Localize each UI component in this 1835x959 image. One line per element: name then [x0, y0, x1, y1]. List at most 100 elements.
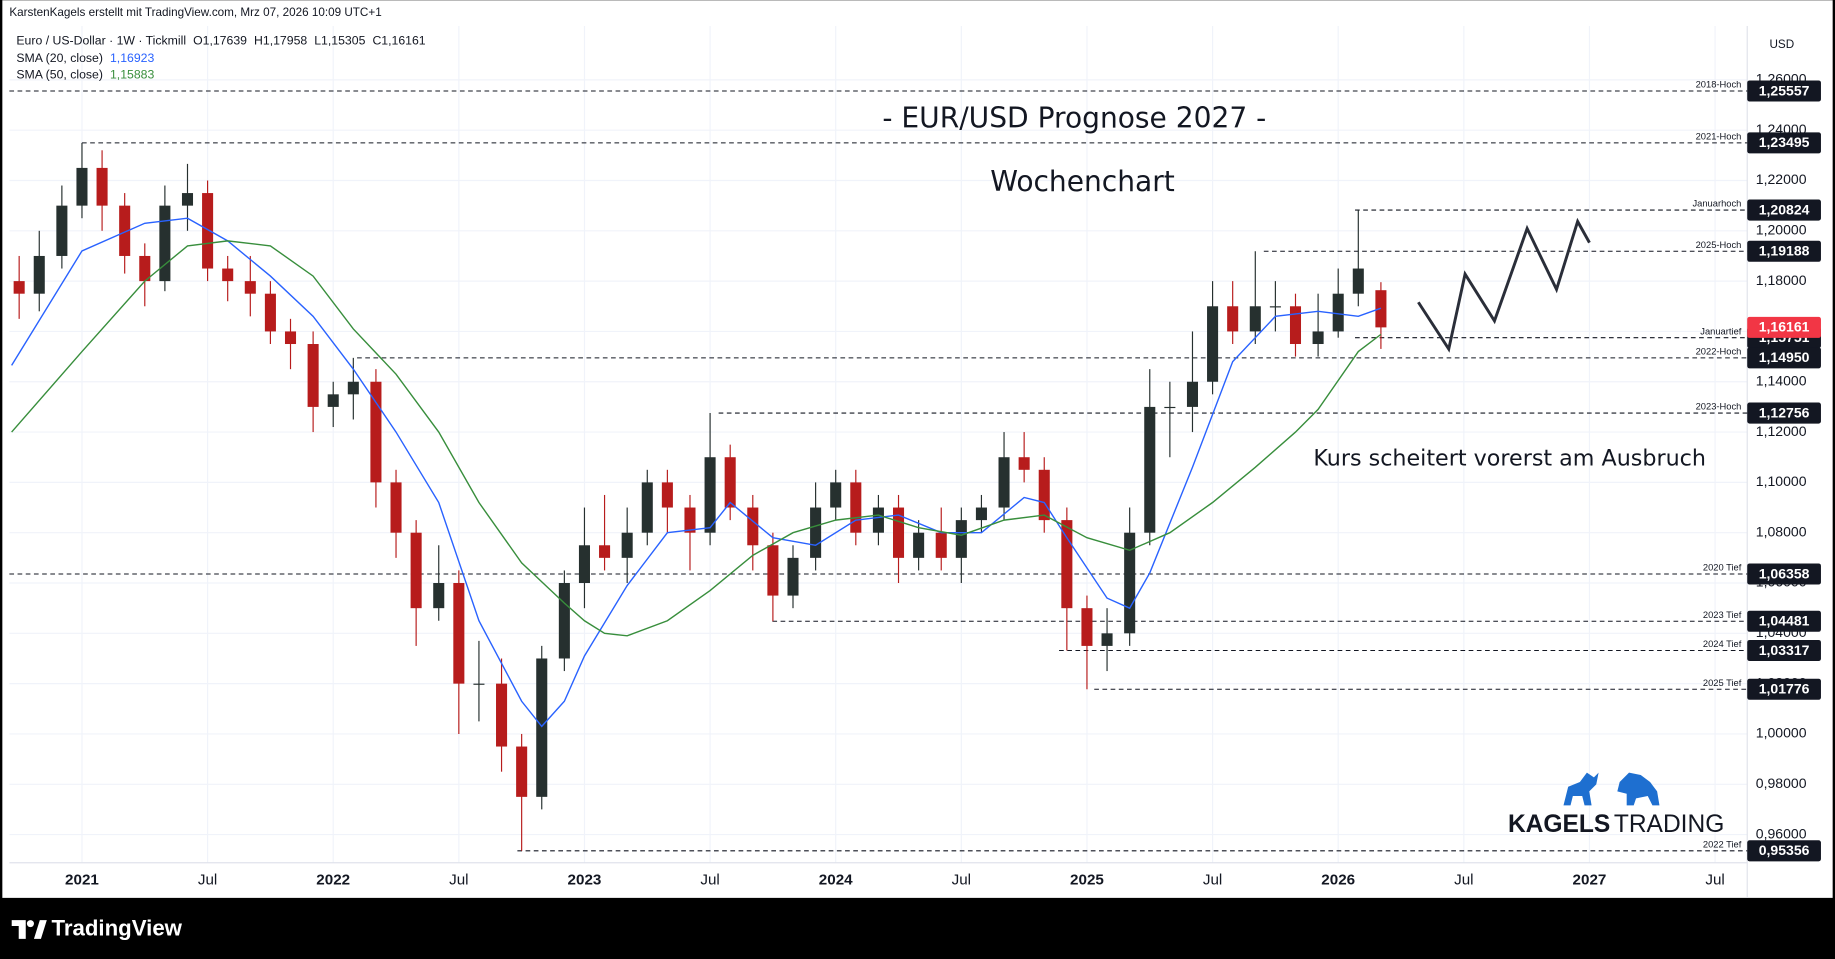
candle-body	[33, 255, 45, 294]
sma-line	[11, 217, 1382, 728]
level-label: Januartief	[1700, 326, 1742, 336]
level-price-box	[1747, 80, 1821, 102]
sma-line	[11, 240, 1382, 637]
candle-body	[1018, 457, 1030, 470]
candle-body	[704, 457, 716, 533]
candle-body	[181, 193, 194, 206]
candle-body	[558, 583, 570, 659]
candle-body	[641, 482, 653, 533]
forecast-line	[1417, 217, 1591, 353]
level-price-box	[1747, 840, 1821, 862]
candle-body	[307, 344, 319, 407]
candle-body	[139, 255, 151, 282]
candle-body	[453, 583, 465, 684]
level-price-box	[1747, 402, 1821, 424]
level-price-box	[1747, 678, 1821, 700]
candle-body	[661, 482, 673, 508]
candle-body	[56, 205, 68, 256]
level-label: 2024 Tief	[1703, 639, 1742, 649]
level-price-box	[1747, 610, 1821, 632]
ohlc-value: O1,17639	[193, 33, 247, 47]
level-label: 2025 Tief	[1703, 678, 1742, 688]
candle-body	[1352, 268, 1364, 294]
legend-value: 1,15883	[110, 67, 155, 81]
current-price-box-label: 1,16161	[1759, 319, 1810, 335]
y-tick-label: 1,18000	[1756, 272, 1807, 288]
level-label: 2023-Hoch	[1696, 402, 1742, 412]
title: - EUR/USD Prognose 2027 -	[882, 102, 1266, 135]
candle-body	[913, 532, 925, 558]
level-label: 2023 Tief	[1703, 610, 1742, 620]
level-price-box-label: 1,06358	[1759, 565, 1810, 581]
candle-body	[76, 167, 88, 206]
x-tick-label: Jul	[198, 871, 217, 888]
level-label: Januarhoch	[1692, 199, 1741, 209]
candle-body	[935, 532, 947, 558]
canvas	[2, 0, 1833, 898]
legend-name: SMA (50, close)	[16, 67, 103, 81]
candle-body	[13, 281, 25, 294]
candle-body	[1249, 306, 1261, 332]
brand-icon	[11, 920, 47, 939]
level-price-box	[1747, 240, 1821, 262]
y-tick-label: 0,98000	[1756, 775, 1807, 791]
level-price-box	[1747, 199, 1821, 221]
candle-body	[433, 583, 445, 609]
x-tick-label: Jul	[1705, 871, 1724, 888]
y-tick-label: 1,12000	[1756, 423, 1807, 439]
x-tick-label: Jul	[952, 871, 971, 888]
level-price-box-label: 1,12756	[1759, 404, 1810, 420]
x-tick-label: Jul	[449, 871, 468, 888]
level-label: 2021-Hoch	[1696, 131, 1742, 141]
level-price-box-label: 1,23495	[1759, 134, 1810, 150]
candle-body	[202, 193, 214, 269]
x-tick-label: 2025	[1070, 871, 1104, 888]
level-price-box-label: 1,01776	[1759, 681, 1810, 697]
level-price-box	[1747, 132, 1821, 154]
level-label: 2018-Hoch	[1696, 80, 1742, 90]
candle-body	[96, 167, 108, 206]
x-tick-label: 2026	[1321, 871, 1355, 888]
candle-body	[578, 545, 590, 584]
candle-body	[410, 532, 422, 609]
level-label: 2022-Hoch	[1696, 346, 1742, 356]
annotation: Kurs scheitert vorerst am Ausbruch	[1313, 446, 1706, 472]
current-price-box	[1747, 316, 1821, 338]
x-tick-label: Jul	[1203, 871, 1222, 888]
y-tick-label: 1,10000	[1756, 473, 1807, 489]
candle-body	[1186, 381, 1199, 407]
x-tick-label: 2022	[316, 871, 350, 888]
logo-word: TRADING	[1614, 811, 1725, 838]
candle-body	[767, 545, 779, 596]
level-price-box	[1747, 563, 1821, 585]
ohlc-value: C1,16161	[372, 33, 425, 47]
candle-body	[390, 482, 402, 533]
candle-body	[892, 507, 905, 558]
level-price-box-label: 1,04481	[1759, 613, 1810, 629]
candle-body	[159, 205, 171, 282]
candle-body	[975, 507, 987, 521]
candle-body	[1332, 293, 1344, 332]
logo-word: KAGELS	[1508, 811, 1610, 838]
logo-icons	[1563, 772, 1660, 806]
candle-body	[473, 683, 485, 685]
candle-body	[1038, 469, 1050, 521]
candle-body	[1269, 306, 1281, 308]
candle-body	[1081, 608, 1093, 646]
y-tick-label: 1,22000	[1756, 171, 1807, 187]
candle-body	[1312, 331, 1324, 345]
ohlc-value: L1,15305	[314, 33, 365, 47]
ohlc-value: H1,17958	[254, 33, 307, 47]
y-tick-label: 1,08000	[1756, 523, 1807, 539]
candle-body	[222, 268, 234, 282]
x-tick-label: 2021	[65, 871, 99, 888]
legend-value: 1,16923	[110, 51, 155, 65]
candle-body	[516, 746, 528, 797]
candle-body	[1207, 306, 1219, 382]
level-price-box-label: 1,19188	[1759, 243, 1810, 259]
candle-body	[347, 381, 359, 395]
candle-body	[536, 658, 548, 797]
level-label: 2025-Hoch	[1696, 240, 1742, 250]
